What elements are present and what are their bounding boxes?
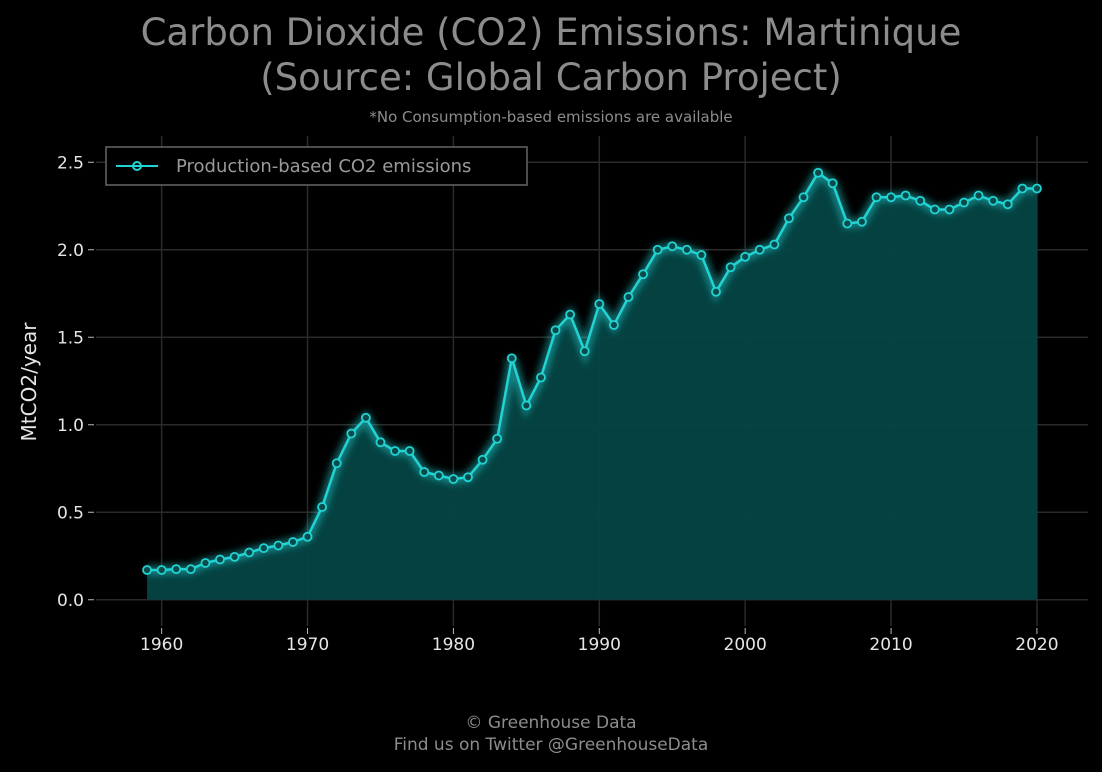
series-area [147, 172, 1037, 600]
data-point [171, 564, 182, 575]
data-point [229, 551, 240, 562]
data-point [317, 502, 328, 512]
data-point [346, 428, 357, 439]
data-point [448, 474, 459, 484]
data-point [1002, 199, 1013, 210]
data-point [915, 195, 926, 206]
data-point [784, 213, 794, 224]
data-point [1017, 183, 1028, 194]
data-point [929, 204, 940, 215]
data-point [740, 251, 751, 262]
chart-subtitle: *No Consumption-based emissions are avai… [369, 108, 733, 126]
area-fill-layer [147, 172, 1037, 600]
data-point [681, 244, 692, 255]
data-point [506, 353, 517, 364]
data-point-layer [142, 167, 1042, 575]
data-point [1032, 183, 1042, 194]
data-point [288, 537, 298, 547]
axes: 0.0 0.5 1.0 1.5 2.0 2.5 1960 1970 1980 1990 2000 20… [57, 153, 1059, 655]
data-point [492, 433, 503, 444]
data-point [419, 467, 430, 477]
footer-copyright: © Greenhouse Data [465, 713, 637, 733]
x-tick-label: 2000 [724, 635, 767, 655]
data-point [579, 346, 590, 357]
legend-marker-swatch [132, 161, 142, 171]
chart-title-line-1: Carbon Dioxide (CO2) Emissions: Martiniq… [140, 11, 962, 54]
data-point [608, 320, 619, 330]
legend[interactable]: Production-based CO2 emissions [105, 146, 528, 186]
y-tick-label: 2.5 [57, 153, 84, 173]
data-point [813, 167, 824, 178]
data-point [433, 470, 444, 481]
data-point [900, 190, 911, 201]
data-point [215, 554, 225, 565]
data-point [594, 299, 605, 309]
footer: © Greenhouse Data Find us on Twitter @Gr… [0, 712, 1102, 756]
data-point [871, 192, 882, 203]
chart-svg: 0.0 0.5 1.0 1.5 2.0 2.5 1960 1970 1980 1990 2000 20… [17, 136, 1088, 655]
data-point [142, 565, 152, 575]
data-point [185, 564, 196, 575]
data-point [973, 190, 984, 201]
data-point [886, 192, 896, 203]
data-point [696, 250, 707, 260]
data-point [331, 458, 342, 469]
y-axis-label: MtCO2/year [17, 322, 41, 442]
data-point [725, 262, 736, 273]
data-point [302, 531, 313, 542]
data-point [988, 195, 999, 206]
data-point [156, 565, 167, 575]
data-point [477, 454, 488, 465]
data-point [244, 547, 255, 558]
footer-twitter: Find us on Twitter @GreenhouseData [393, 735, 709, 755]
data-point [390, 446, 400, 456]
legend-frame [105, 146, 528, 186]
data-point [565, 309, 576, 320]
x-tick-label: 2010 [869, 635, 912, 655]
legend-label: Production-based CO2 emissions [176, 156, 471, 177]
data-point [959, 197, 969, 208]
x-tick-label: 1980 [432, 635, 475, 655]
data-point [273, 540, 284, 551]
chart-title-line-2: (Source: Global Carbon Project) [260, 56, 842, 99]
data-point [798, 192, 809, 203]
x-tick-label: 1990 [578, 635, 621, 655]
data-point [375, 437, 386, 448]
y-tick-label: 2.0 [57, 241, 84, 261]
data-point [842, 218, 853, 229]
data-point [200, 558, 211, 568]
chart-title: Carbon Dioxide (CO2) Emissions: Martiniq… [0, 10, 1102, 100]
data-point [360, 412, 371, 423]
data-point [638, 269, 648, 280]
y-tick-label: 0.0 [57, 591, 84, 611]
data-point [404, 446, 415, 456]
x-tick-label: 1970 [286, 635, 329, 655]
y-tick-label: 1.0 [57, 416, 84, 436]
data-point [521, 400, 532, 411]
data-point [463, 472, 473, 483]
data-point [754, 244, 765, 255]
x-tick-label: 1960 [140, 635, 183, 655]
data-point [536, 372, 546, 383]
data-point [711, 286, 721, 297]
data-point [652, 244, 663, 255]
data-point [856, 216, 867, 227]
x-tick-label: 2020 [1015, 635, 1058, 655]
data-point [258, 543, 269, 554]
y-tick-label: 1.5 [57, 328, 84, 348]
data-point [550, 325, 561, 336]
y-tick-label: 0.5 [57, 503, 84, 523]
data-point [667, 241, 678, 252]
data-point [769, 239, 780, 250]
data-point [944, 204, 955, 215]
data-point [623, 292, 634, 302]
data-point [827, 178, 838, 189]
